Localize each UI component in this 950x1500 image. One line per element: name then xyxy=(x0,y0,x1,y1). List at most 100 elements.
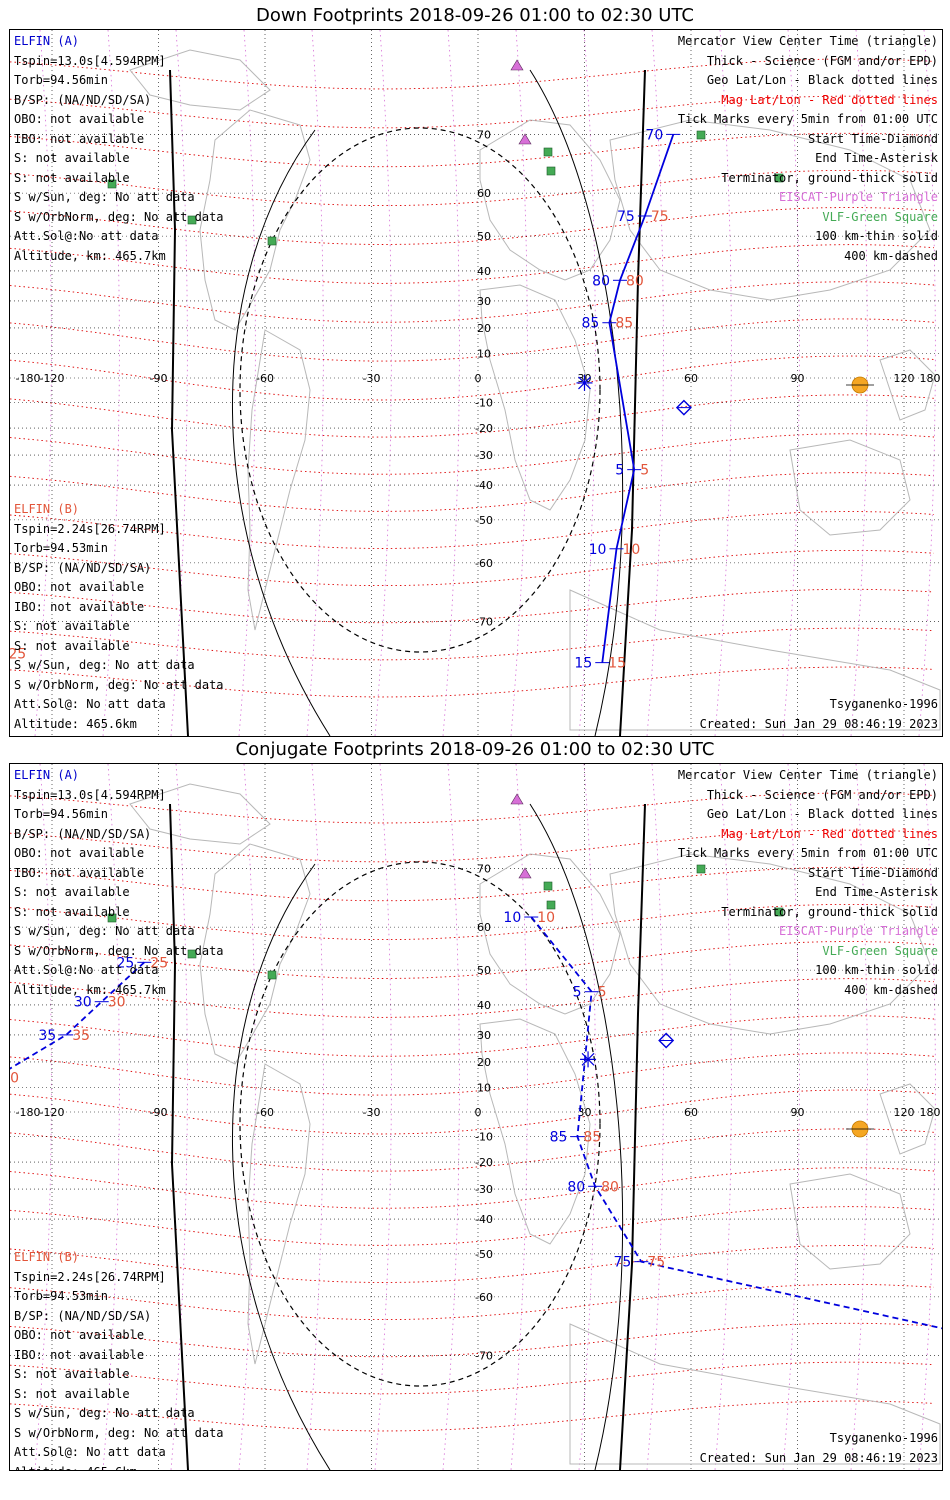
tick-label-elfin-a: 75 xyxy=(613,1255,631,1271)
eiscat-triangle xyxy=(518,133,532,145)
mag-lon-line xyxy=(238,764,256,1470)
coastline xyxy=(789,439,911,536)
mag-lat-line xyxy=(10,433,935,475)
mag-lon-line xyxy=(918,764,936,1470)
coastline xyxy=(569,589,941,731)
info-line: Altitude, km: 465.7km xyxy=(14,248,166,263)
eiscat-triangle xyxy=(510,59,524,71)
legend-item: End Time-Asterisk xyxy=(815,885,938,899)
mag-lon-line xyxy=(170,30,188,736)
mag-lat-line xyxy=(10,941,935,979)
coastline xyxy=(879,349,936,421)
coastline xyxy=(479,1018,591,1245)
legend-item: Mag Lat/Lon - Red dotted lines xyxy=(721,92,938,107)
mag-lon-line xyxy=(306,764,324,1470)
mag-lon-line xyxy=(442,764,460,1470)
tick-label-elfin-b: 30 xyxy=(108,995,126,1011)
coastline xyxy=(789,1173,911,1270)
mag-lon-line xyxy=(102,30,120,736)
lon-tick-label: -120 xyxy=(40,1106,65,1119)
lon-tick-label: -60 xyxy=(256,1106,274,1119)
lat-tick-label: -30 xyxy=(475,1183,493,1196)
lon-tick-label: -90 xyxy=(150,1106,168,1119)
lat-tick-label: -20 xyxy=(475,1156,493,1169)
info-line: Att.Sol@: No att data xyxy=(14,1445,166,1459)
lat-tick-label: 50 xyxy=(477,230,491,243)
mag-lon-line xyxy=(102,764,120,1470)
tick-label-elfin-b: 40 xyxy=(10,1070,19,1086)
info-line: OBO: not available xyxy=(14,846,145,860)
lat-tick-label: 40 xyxy=(477,999,491,1012)
info-line: S: not available xyxy=(14,1367,130,1381)
coastline xyxy=(247,329,311,631)
lon-tick-label: 0 xyxy=(475,372,482,385)
elfin-b-info-conjugate: ELFIN (B) Tspin=2.24s[26.74RPM] Torb=94.… xyxy=(14,1248,224,1470)
tick-label-elfin-a: 10 xyxy=(503,910,521,926)
mag-lon-line xyxy=(850,764,868,1470)
coastline xyxy=(879,1083,936,1155)
mag-lat-line xyxy=(10,394,935,438)
lon-tick-label: -90 xyxy=(150,372,168,385)
created-label: Created: Sun Jan 29 08:46:19 2023 xyxy=(699,1450,938,1465)
tick-label-elfin-a: 80 xyxy=(592,273,610,289)
lat-tick-label: 10 xyxy=(477,347,491,360)
info-line: S w/Sun, deg: No att data xyxy=(14,1406,195,1420)
tick-label-elfin-b: 15 xyxy=(608,656,626,672)
legend-down: Mercator View Center Time (triangle) Thi… xyxy=(678,32,938,266)
info-line: Tspin=2.24s[26.74RPM] xyxy=(14,1269,166,1284)
mag-lon-line xyxy=(714,30,732,736)
eiscat-triangle xyxy=(518,867,532,879)
legend-item: Start Time-Diamond xyxy=(807,131,938,146)
model-label: Tsyganenko-1996 xyxy=(829,1431,938,1445)
legend-item: 100 km-thin solid xyxy=(815,963,938,977)
info-line: Altitude, km: 465.7km xyxy=(14,982,166,997)
start-diamond xyxy=(658,1032,675,1049)
legend-item: Tick Marks every 5min from 01:00 UTC xyxy=(677,112,938,126)
lat-tick-label: 70 xyxy=(477,128,491,141)
info-line: S w/OrbNorm, deg: No att data xyxy=(14,677,224,692)
lon-tick-label: 180 xyxy=(920,372,941,385)
info-line: S w/OrbNorm, deg: No att data xyxy=(14,1425,224,1440)
info-line: S: not available xyxy=(14,151,130,165)
terminator-400km xyxy=(239,861,601,1387)
coastline xyxy=(609,119,931,301)
legend-item: End Time-Asterisk xyxy=(815,151,938,165)
lat-tick-label: -10 xyxy=(475,1131,493,1144)
tick-label-elfin-a: 25 xyxy=(116,955,134,971)
mag-lon-line xyxy=(578,30,596,736)
legend-item: 400 km-dashed xyxy=(844,248,938,263)
lat-tick-label: -60 xyxy=(475,1291,493,1304)
mag-lat-line xyxy=(10,355,935,401)
info-line: Torb=94.53min xyxy=(14,1289,108,1303)
mag-lat-line xyxy=(10,1283,935,1321)
lon-tick-label: 30 xyxy=(578,1106,592,1119)
mag-lon-line xyxy=(306,30,324,736)
tick-label-elfin-a: 5 xyxy=(573,985,582,1001)
end-asterisk xyxy=(578,376,591,390)
tick-label-elfin-a: 85 xyxy=(582,316,600,332)
tick-label-elfin-b: 75 xyxy=(647,1255,665,1271)
mag-lon-line xyxy=(578,764,596,1470)
lon-tick-label: 0 xyxy=(475,1106,482,1119)
tick-label-elfin-a: 15 xyxy=(574,656,592,672)
tick-label-elfin-b: 25 xyxy=(150,955,168,971)
panel-title-conjugate: Conjugate Footprints 2018-09-26 01:00 to… xyxy=(235,739,715,760)
info-line: Torb=94.56min xyxy=(14,73,108,87)
eiscat-triangle xyxy=(510,793,524,805)
tick-label-elfin-b: 80 xyxy=(626,273,644,289)
info-line: Tspin=13.0s[4.594RPM] xyxy=(14,787,166,802)
info-line: S w/Sun, deg: No att data xyxy=(14,924,195,938)
coastline xyxy=(129,783,271,845)
info-line: S w/Sun, deg: No att data xyxy=(14,658,195,672)
mag-lon-line xyxy=(510,30,528,736)
mag-lat-line xyxy=(10,1128,935,1172)
elfin-a-header: ELFIN (A) xyxy=(14,768,80,782)
legend-item: Start Time-Diamond xyxy=(807,865,938,880)
elfin-track-east xyxy=(530,916,942,1330)
tick-label-elfin-b: 80 xyxy=(601,1179,619,1195)
legend-item: Thick - Science (FGM and/or EPD) xyxy=(706,787,938,802)
vlf-square xyxy=(543,881,553,891)
vlf-square xyxy=(267,970,277,980)
elfin-b-header: ELFIN (B) xyxy=(14,502,80,516)
mag-lon-line xyxy=(714,764,732,1470)
